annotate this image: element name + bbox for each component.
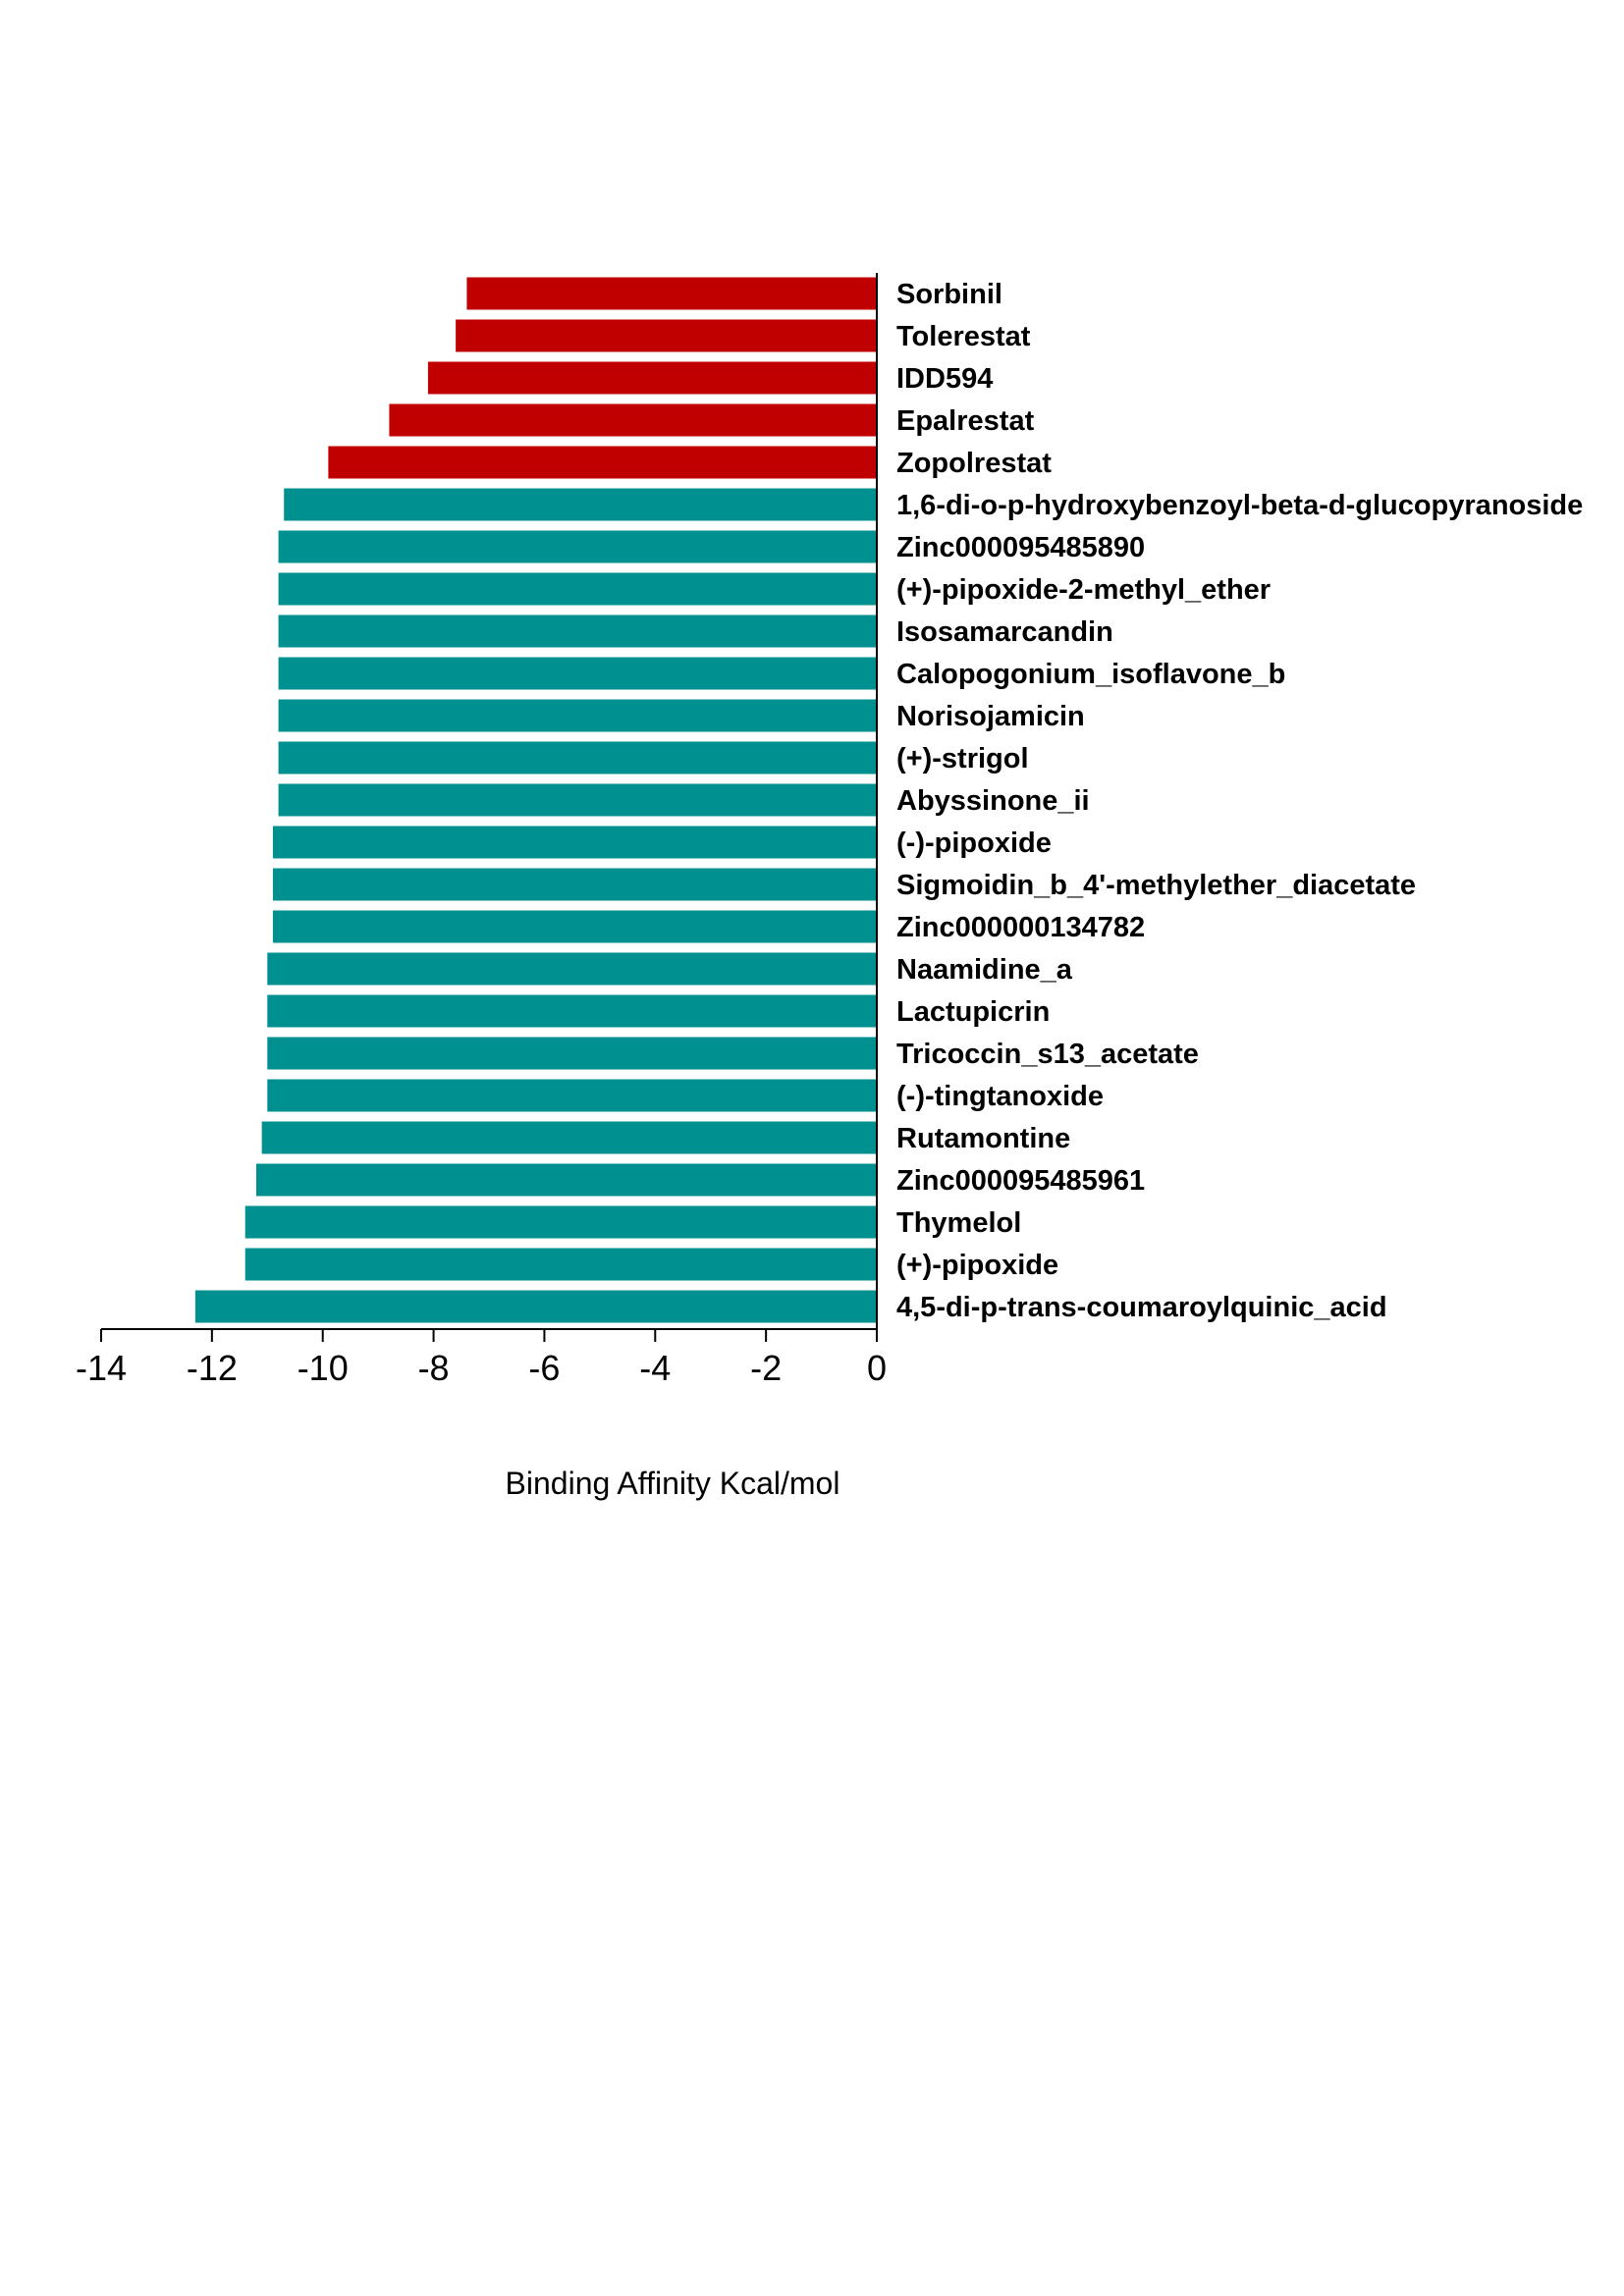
category-label-14: Sigmoidin_b_4'-methylether_diacetate (896, 870, 1416, 901)
bar-5 (284, 488, 877, 521)
category-label-16: Naamidine_a (896, 954, 1073, 986)
category-label-19: (-)-tingtanoxide (896, 1081, 1104, 1112)
bar-2 (427, 361, 877, 395)
bar-11 (278, 741, 878, 774)
bar-14 (272, 868, 877, 901)
bars-group (194, 277, 878, 1323)
bar-15 (272, 910, 877, 943)
category-label-3: Epalrestat (896, 405, 1035, 437)
category-label-13: (-)-pipoxide (896, 828, 1052, 859)
x-axis-title: Binding Affinity Kcal/mol (506, 1466, 840, 1501)
bar-21 (256, 1163, 877, 1197)
category-label-2: IDD594 (896, 363, 993, 395)
x-tick-label-6: -2 (750, 1348, 782, 1388)
x-tick-label-7: 0 (867, 1348, 887, 1388)
bar-0 (466, 277, 877, 310)
bar-22 (244, 1205, 877, 1239)
category-label-15: Zinc000000134782 (896, 912, 1145, 943)
category-label-4: Zopolrestat (896, 448, 1052, 479)
bar-24 (194, 1290, 877, 1323)
bar-9 (278, 657, 878, 690)
category-label-23: (+)-pipoxide (896, 1250, 1058, 1281)
category-label-8: Isosamarcandin (896, 616, 1113, 648)
bar-3 (389, 403, 877, 437)
x-tick-label-2: -10 (298, 1348, 349, 1388)
category-label-24: 4,5-di-p-trans-coumaroylquinic_acid (896, 1292, 1387, 1323)
bar-16 (267, 952, 877, 986)
bar-4 (328, 446, 877, 479)
category-label-0: Sorbinil (896, 279, 1002, 310)
category-label-1: Tolerestat (896, 321, 1031, 352)
bar-7 (278, 572, 878, 606)
x-tick-label-1: -12 (187, 1348, 238, 1388)
category-label-18: Tricoccin_s13_acetate (896, 1039, 1199, 1070)
category-labels-group: Sorbinil Tolerestat IDD594 Epalrestat Zopolr… (896, 279, 1583, 1323)
x-tick-label-3: -8 (418, 1348, 450, 1388)
bar-17 (267, 994, 877, 1028)
category-label-6: Zinc000095485890 (896, 532, 1145, 563)
x-axis-ticks-group: -14 -12 -10 -8 -6 -4 -2 0 (76, 1329, 887, 1388)
category-label-9: Calopogonium_isoflavone_b (896, 659, 1285, 690)
bar-23 (244, 1248, 877, 1281)
category-label-10: Norisojamicin (896, 701, 1085, 732)
x-tick-label-0: -14 (76, 1348, 127, 1388)
x-tick-label-4: -6 (528, 1348, 560, 1388)
bar-13 (272, 826, 877, 859)
bar-20 (261, 1121, 878, 1154)
category-label-7: (+)-pipoxide-2-methyl_ether (896, 574, 1271, 606)
bar-12 (278, 783, 878, 817)
bar-19 (267, 1079, 877, 1112)
category-label-21: Zinc000095485961 (896, 1165, 1145, 1197)
category-label-17: Lactupicrin (896, 996, 1050, 1028)
bar-8 (278, 614, 878, 648)
category-label-5: 1,6-di-o-p-hydroxybenzoyl-beta-d-glucopy… (896, 490, 1583, 521)
category-label-11: (+)-strigol (896, 743, 1029, 774)
category-label-12: Abyssinone_ii (896, 785, 1090, 817)
bar-18 (267, 1037, 877, 1070)
bar-6 (278, 530, 878, 563)
bar-10 (278, 699, 878, 732)
category-label-20: Rutamontine (896, 1123, 1070, 1154)
bar-1 (456, 319, 877, 352)
x-tick-label-5: -4 (639, 1348, 671, 1388)
category-label-22: Thymelol (896, 1207, 1021, 1239)
